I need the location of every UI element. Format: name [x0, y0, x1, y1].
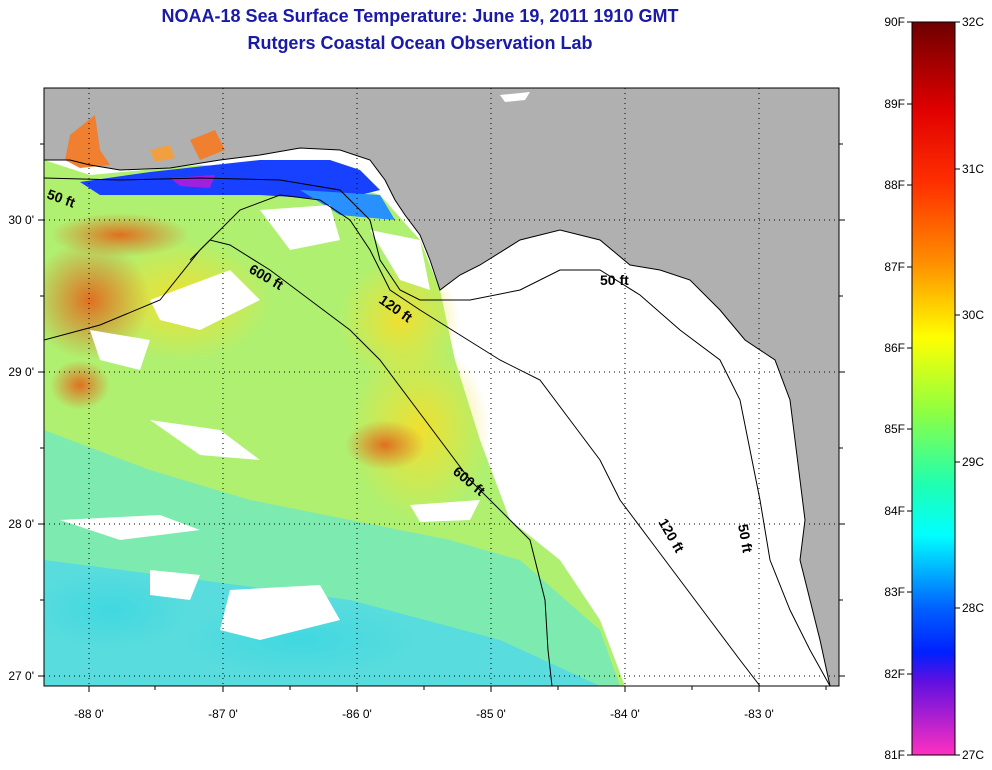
contour-600ft: [189, 239, 553, 686]
map-title: NOAA-18 Sea Surface Temperature: June 19…: [161, 6, 679, 26]
colorbar-gradient: [911, 21, 956, 756]
map-area: 50 ft 50 ft 50 ft 120 ft 120 ft 600 ft 6…: [44, 88, 839, 686]
colorbar-f-label: 82F: [884, 667, 905, 681]
colorbar-f-label: 87F: [884, 260, 905, 274]
colorbar-f-label: 81F: [884, 748, 905, 762]
map-subtitle: Rutgers Coastal Ocean Observation Lab: [247, 33, 593, 53]
contour-label: 50 ft: [735, 523, 756, 554]
colorbar-c-label: 31C: [962, 162, 984, 176]
lon-tick-label: -86 0': [342, 707, 372, 721]
colorbar-c-label: 32C: [962, 15, 984, 29]
lon-tick-label: -87 0': [208, 707, 238, 721]
lat-tick-label: 28 0': [8, 517, 34, 531]
axis-ticks: [38, 143, 845, 692]
lon-tick-label: -85 0': [476, 707, 506, 721]
lat-tick-label: 29 0': [8, 365, 34, 379]
contour-120ft: [44, 194, 761, 686]
contour-50ft: [44, 177, 831, 686]
colorbar-c-label: 30C: [962, 308, 984, 322]
colorbar-c-label: 27C: [962, 748, 984, 762]
colorbar-c-label: 28C: [962, 601, 984, 615]
colorbar-c-label: 29C: [962, 455, 984, 469]
lon-tick-label: -83 0': [744, 707, 774, 721]
colorbar: 90F 89F 88F 87F 86F 85F 84F 83F 82F 81F …: [884, 15, 984, 762]
colorbar-f-label: 88F: [884, 178, 905, 192]
lon-tick-label: -88 0': [74, 707, 104, 721]
colorbar-f-label: 86F: [884, 341, 905, 355]
land-region: [44, 88, 839, 686]
lon-tick-label: -84 0': [610, 707, 640, 721]
colorbar-f-label: 89F: [884, 97, 905, 111]
lat-tick-label: 30 0': [8, 213, 34, 227]
lat-tick-label: 27 0': [8, 669, 34, 683]
map-frame: [43, 87, 840, 687]
colorbar-f-label: 85F: [884, 422, 905, 436]
contour-label: 50 ft: [600, 272, 629, 288]
colorbar-f-label: 84F: [884, 504, 905, 518]
colorbar-f-label: 83F: [884, 585, 905, 599]
colorbar-f-label: 90F: [884, 15, 905, 29]
